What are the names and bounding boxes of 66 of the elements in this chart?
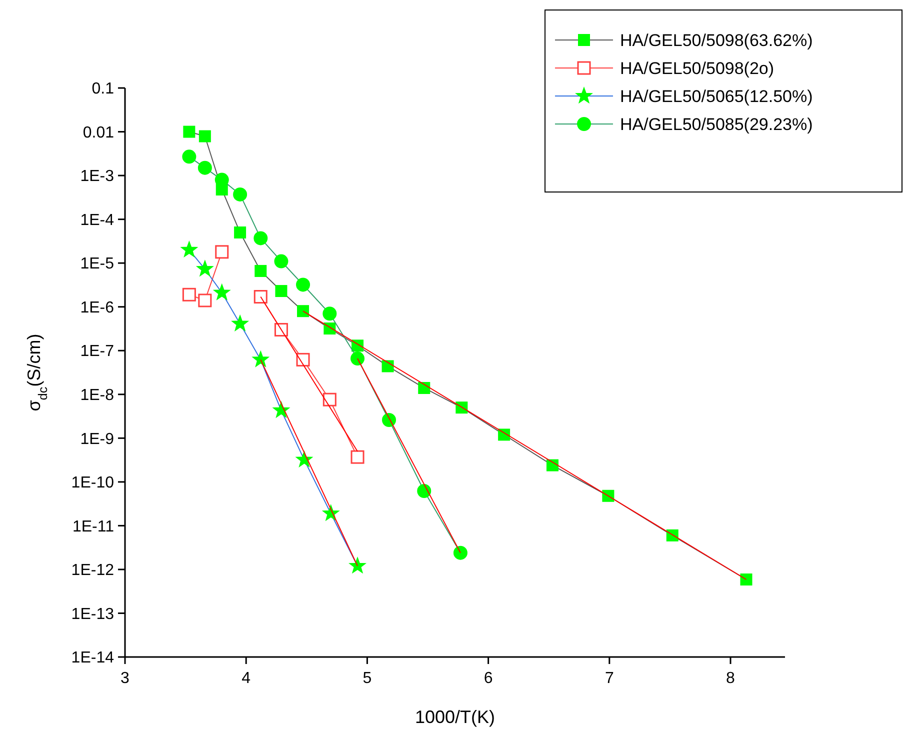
x-tick-label: 6 (484, 670, 493, 687)
point (274, 254, 288, 268)
point (350, 352, 365, 366)
x-axis-title: 1000/T(K) (414, 707, 496, 727)
point (198, 160, 212, 175)
point (296, 451, 312, 467)
point (666, 529, 678, 542)
point (183, 126, 196, 138)
point (233, 187, 248, 202)
point (296, 278, 310, 292)
y-tick-label: 1E-11 (72, 518, 114, 536)
point (252, 351, 269, 367)
point (417, 484, 432, 498)
point (254, 264, 267, 277)
point (602, 490, 614, 502)
y-tick-label: 1E-3 (80, 168, 114, 186)
y-tick-label: 1E-7 (80, 343, 114, 360)
point (297, 305, 310, 318)
y-tick-label: 1E-12 (71, 562, 114, 580)
x-tick-label: 5 (362, 670, 372, 687)
legend-label: HA/GEL50/5085(29.23%) (620, 114, 813, 134)
legend-label: HA/GEL50/5098(2o) (620, 58, 774, 78)
point (456, 402, 468, 414)
point (198, 294, 212, 308)
y-tick-label: 1E-14 (71, 650, 114, 667)
x-tick-label: 3 (120, 670, 130, 687)
y-tick-label: 1E-13 (71, 606, 114, 623)
point (182, 150, 196, 164)
point (546, 459, 558, 472)
point (273, 402, 290, 418)
point (214, 284, 230, 300)
legend-label: HA/GEL50/5065(12.50%) (620, 86, 813, 106)
point (498, 428, 510, 441)
point (275, 285, 288, 298)
point (182, 288, 196, 302)
x-tick-label: 8 (726, 670, 736, 687)
y-tick-label: 1E-9 (80, 430, 114, 448)
y-tick-label: 1E-6 (80, 299, 114, 316)
point (254, 231, 268, 246)
point (453, 546, 468, 560)
point (198, 130, 211, 142)
y-tick-label: 0.1 (92, 80, 114, 98)
y-tick-label: 1E-10 (71, 474, 114, 492)
point (196, 260, 214, 276)
point (181, 241, 198, 257)
point (274, 322, 288, 336)
point (232, 315, 248, 331)
point (740, 573, 752, 586)
point (215, 245, 229, 259)
y-tick-label: 0.01 (82, 124, 114, 142)
point (322, 392, 336, 406)
x-tick-label: 7 (604, 670, 614, 687)
y-tick-label: 1E-8 (80, 386, 114, 404)
y-tick-label: 1E-5 (80, 256, 114, 273)
point (254, 290, 268, 304)
point (382, 360, 394, 372)
legend-label: HA/GEL50/5098(63.62%) (620, 30, 813, 50)
point (296, 352, 310, 366)
point (350, 450, 364, 464)
point (349, 557, 366, 573)
x-tick-label: 4 (242, 670, 251, 687)
y-tick-label: 1E-4 (80, 212, 114, 229)
point (322, 306, 337, 321)
point (418, 382, 430, 394)
point (382, 412, 396, 427)
point (234, 226, 246, 238)
